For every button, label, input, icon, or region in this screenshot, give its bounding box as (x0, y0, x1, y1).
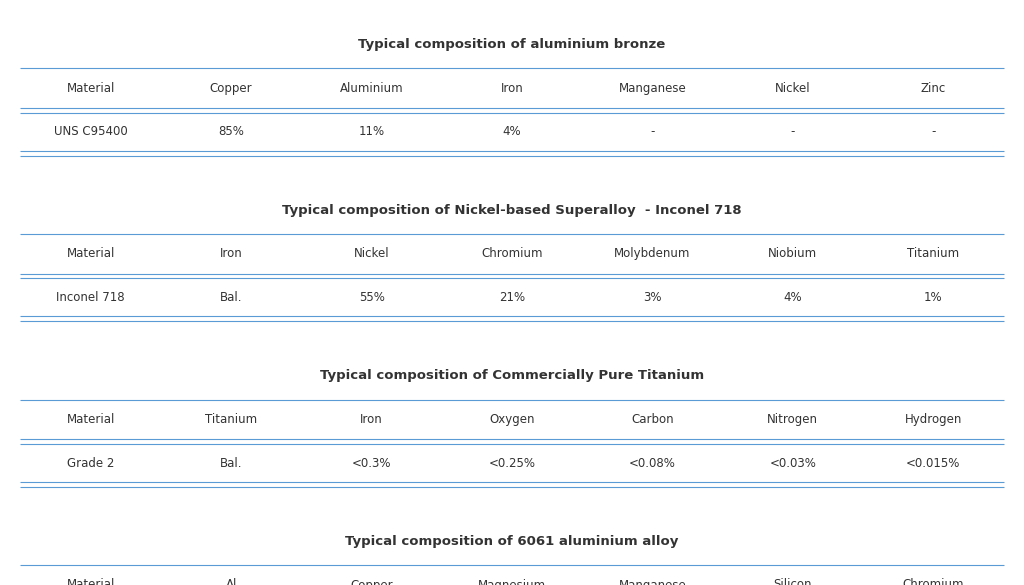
Text: Copper: Copper (350, 579, 393, 585)
Text: Typical composition of 6061 aluminium alloy: Typical composition of 6061 aluminium al… (345, 535, 679, 548)
Text: Oxygen: Oxygen (489, 413, 535, 426)
Text: Material: Material (67, 82, 115, 95)
Text: <0.08%: <0.08% (629, 456, 676, 470)
Text: Grade 2: Grade 2 (67, 456, 115, 470)
Text: -: - (931, 125, 936, 139)
Text: Nickel: Nickel (775, 82, 811, 95)
Text: <0.25%: <0.25% (488, 456, 536, 470)
Text: Typical composition of Commercially Pure Titanium: Typical composition of Commercially Pure… (319, 369, 705, 382)
Text: Iron: Iron (501, 82, 523, 95)
Text: 85%: 85% (218, 125, 244, 139)
Text: Hydrogen: Hydrogen (904, 413, 962, 426)
Text: Molybdenum: Molybdenum (614, 247, 690, 260)
Text: -: - (650, 125, 654, 139)
Text: 4%: 4% (783, 291, 802, 304)
Text: Material: Material (67, 247, 115, 260)
Text: UNS C95400: UNS C95400 (54, 125, 128, 139)
Text: Material: Material (67, 413, 115, 426)
Text: 55%: 55% (358, 291, 384, 304)
Text: Zinc: Zinc (921, 82, 946, 95)
Text: Chromium: Chromium (902, 579, 964, 585)
Text: Inconel 718: Inconel 718 (56, 291, 125, 304)
Text: Manganese: Manganese (618, 579, 686, 585)
Text: Typical composition of Nickel-based Superalloy  - Inconel 718: Typical composition of Nickel-based Supe… (283, 204, 741, 216)
Text: Iron: Iron (220, 247, 243, 260)
Text: Niobium: Niobium (768, 247, 817, 260)
Text: <0.03%: <0.03% (769, 456, 816, 470)
Text: Iron: Iron (360, 413, 383, 426)
Text: Silicon: Silicon (773, 579, 812, 585)
Text: 1%: 1% (924, 291, 943, 304)
Text: Manganese: Manganese (618, 82, 686, 95)
Text: 3%: 3% (643, 291, 662, 304)
Text: 11%: 11% (358, 125, 385, 139)
Text: Copper: Copper (210, 82, 253, 95)
Text: Aluminium: Aluminium (340, 82, 403, 95)
Text: Titanium: Titanium (907, 247, 959, 260)
Text: Magnesium: Magnesium (478, 579, 546, 585)
Text: Chromium: Chromium (481, 247, 543, 260)
Text: Material: Material (67, 579, 115, 585)
Text: Carbon: Carbon (631, 413, 674, 426)
Text: <0.015%: <0.015% (906, 456, 961, 470)
Text: Bal.: Bal. (220, 456, 243, 470)
Text: -: - (791, 125, 795, 139)
Text: Nickel: Nickel (353, 247, 389, 260)
Text: Bal.: Bal. (220, 291, 243, 304)
Text: Al: Al (225, 579, 237, 585)
Text: Nitrogen: Nitrogen (767, 413, 818, 426)
Text: 21%: 21% (499, 291, 525, 304)
Text: 4%: 4% (503, 125, 521, 139)
Text: Titanium: Titanium (205, 413, 257, 426)
Text: Typical composition of aluminium bronze: Typical composition of aluminium bronze (358, 38, 666, 51)
Text: <0.3%: <0.3% (352, 456, 391, 470)
